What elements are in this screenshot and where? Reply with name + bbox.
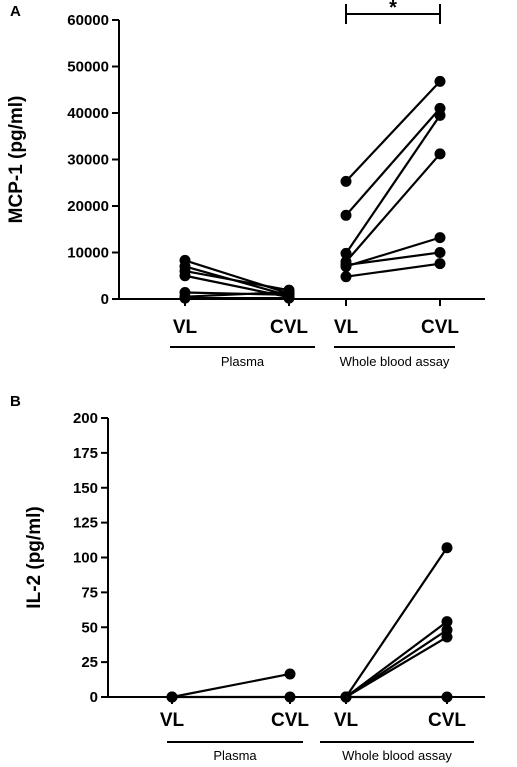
y-tick-label: 20000 bbox=[67, 198, 109, 215]
panel-label: A bbox=[10, 3, 21, 20]
data-point bbox=[179, 270, 191, 282]
x-tick-label: CVL bbox=[270, 317, 308, 338]
x-tick-label: CVL bbox=[421, 317, 459, 338]
data-point bbox=[434, 75, 446, 87]
y-tick-label: 0 bbox=[90, 689, 98, 706]
y-tick-label: 60000 bbox=[67, 12, 109, 29]
data-point bbox=[441, 616, 453, 628]
y-tick-label: 50 bbox=[81, 619, 98, 636]
y-tick-label: 100 bbox=[73, 550, 98, 567]
y-tick-label: 125 bbox=[73, 515, 98, 532]
data-point bbox=[340, 691, 352, 703]
y-tick-label: 200 bbox=[73, 410, 98, 427]
x-tick-label: VL bbox=[334, 710, 359, 731]
y-tick-label: 175 bbox=[73, 445, 98, 462]
group-label: Plasma bbox=[221, 354, 265, 369]
pair-line bbox=[345, 114, 441, 255]
data-point bbox=[434, 258, 446, 270]
pair-line bbox=[345, 236, 441, 268]
group-label: Whole blood assay bbox=[340, 354, 450, 369]
data-point bbox=[284, 668, 296, 680]
data-point bbox=[283, 292, 295, 304]
data-point bbox=[340, 247, 352, 259]
panel-b: B 0 25 50 75 100 125 150 175 200 VL CVL VL CVL Plasma W… bbox=[10, 393, 485, 763]
y-tick-label: 25 bbox=[81, 654, 98, 671]
data-point bbox=[441, 631, 453, 643]
pair-line bbox=[345, 547, 448, 698]
data-point bbox=[434, 148, 446, 160]
x-tick-label: VL bbox=[160, 710, 185, 731]
pair-line bbox=[171, 672, 291, 699]
pair-line bbox=[345, 620, 448, 698]
data-point bbox=[166, 691, 178, 703]
y-tick-label: 30000 bbox=[67, 152, 109, 169]
pair-line bbox=[345, 636, 448, 698]
data-point bbox=[340, 271, 352, 283]
group-label: Plasma bbox=[213, 748, 257, 763]
pair-line bbox=[184, 290, 290, 298]
data-point bbox=[441, 542, 453, 554]
y-tick-label: 150 bbox=[73, 480, 98, 497]
y-tick-label: 50000 bbox=[67, 59, 109, 76]
pair-line bbox=[345, 251, 441, 267]
data-point bbox=[434, 247, 446, 258]
x-tick-label: CVL bbox=[271, 710, 309, 731]
data-point bbox=[434, 232, 446, 244]
pair-line bbox=[345, 262, 441, 278]
y-tick-label: 0 bbox=[101, 291, 109, 308]
data-point bbox=[284, 691, 296, 703]
pair-line bbox=[345, 107, 441, 217]
y-tick-label: 75 bbox=[81, 584, 98, 601]
panel-a: A 0 10000 20000 30000 40000 50000 60000 VL CVL VL C… bbox=[6, 0, 485, 369]
data-point bbox=[441, 691, 453, 703]
y-axis-title: MCP-1 (pg/ml) bbox=[6, 96, 27, 224]
panel-label: B bbox=[10, 393, 21, 410]
data-point bbox=[340, 259, 352, 271]
pair-line bbox=[184, 259, 290, 295]
y-tick-label: 40000 bbox=[67, 105, 109, 122]
significance-label: * bbox=[389, 0, 397, 19]
x-tick-label: VL bbox=[173, 317, 198, 338]
x-tick-label: CVL bbox=[428, 710, 466, 731]
x-tick-label: VL bbox=[334, 317, 359, 338]
data-point bbox=[179, 292, 191, 304]
data-point bbox=[340, 209, 352, 221]
group-label: Whole blood assay bbox=[342, 748, 452, 763]
pair-line bbox=[345, 80, 441, 183]
pair-line bbox=[184, 270, 290, 292]
data-point bbox=[434, 109, 446, 121]
y-tick-label: 10000 bbox=[67, 245, 109, 262]
y-axis-title: IL-2 (pg/ml) bbox=[24, 506, 45, 608]
data-point bbox=[340, 175, 352, 187]
pair-line bbox=[345, 153, 441, 263]
